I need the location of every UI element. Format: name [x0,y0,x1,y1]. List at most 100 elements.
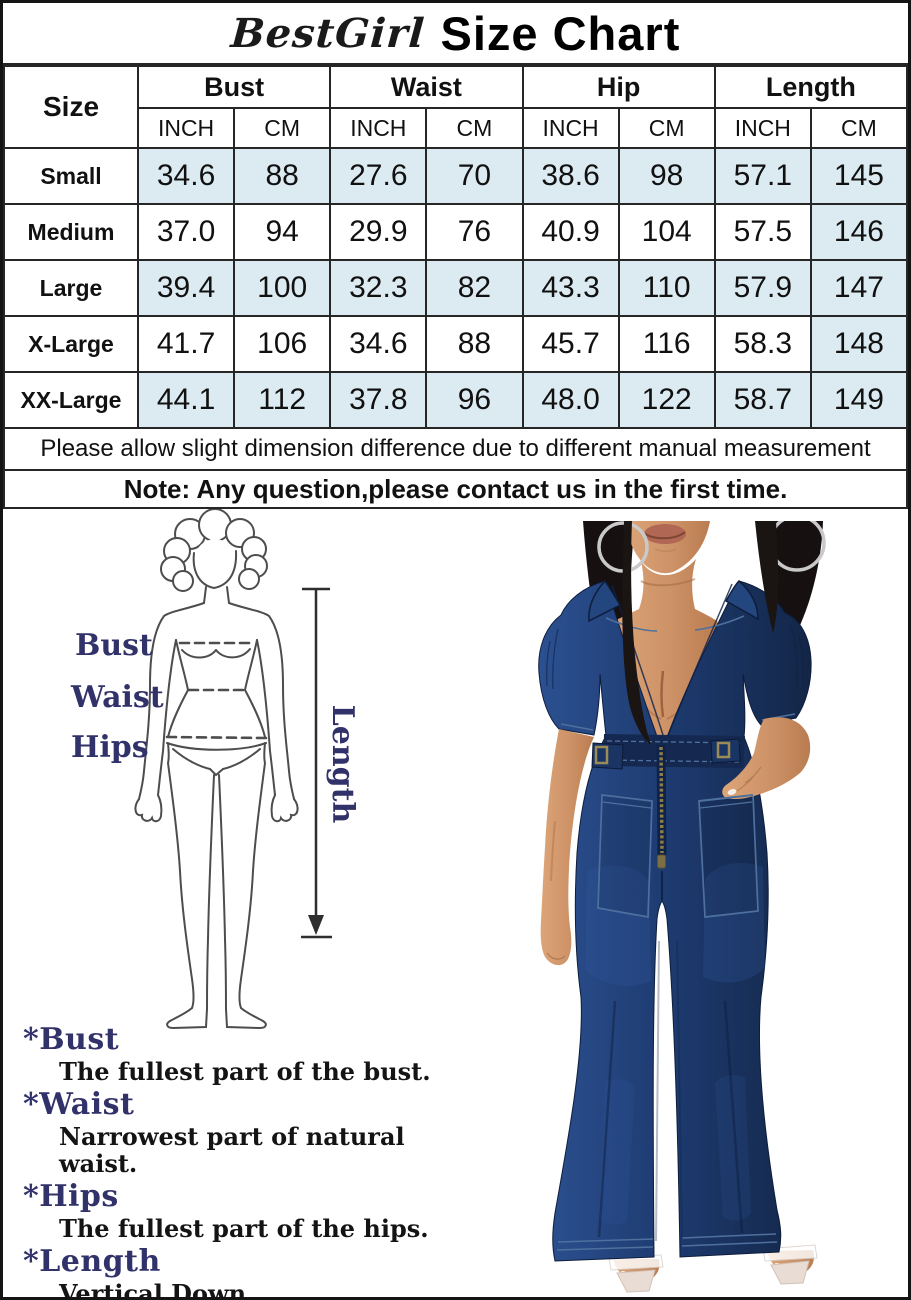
measure-definitions: *Bust The fullest part of the bust. *Wai… [23,1023,453,1300]
unit-header: INCH [521,107,620,149]
table-cell: 44.1 [136,371,236,429]
table-row-measurement-note: Please allow slight dimension difference… [3,427,908,471]
lips [644,524,686,544]
clear-heel-sandals [608,1244,818,1293]
waist-group-header: Waist [329,65,524,109]
table-cell: 57.1 [713,147,812,205]
model-photo-illustration [538,521,826,1293]
table-cell: 34.6 [329,315,428,373]
definition-desc: The fullest part of the bust. [59,1057,431,1086]
definition-term: *Waist [23,1087,135,1122]
table-cell: 41.7 [136,315,236,373]
model-right-arm [722,717,811,800]
unit-header: CM [233,107,332,149]
table-cell: 27.6 [329,147,428,205]
definition-term: *Bust [23,1022,120,1057]
table-cell: 88 [233,147,332,205]
table-cell: 37.8 [329,371,428,429]
diagram-label-waist: Waist [70,680,164,715]
table-row-small: Small 34.6 88 27.6 70 38.6 98 57.1 145 [3,147,908,205]
measurement-figure-illustration: Bust Waist Hips Length [70,509,360,1029]
table-row-xx-large: XX-Large 44.1 112 37.8 96 48.0 122 58.7 … [3,371,908,429]
zipper-pull [657,854,666,869]
unit-header: CM [617,107,716,149]
definition-item: *Waist Narrowest part of natural waist. [23,1088,453,1177]
table-cell: 57.5 [713,203,812,261]
model-photo-pane [455,509,908,1297]
table-cell: 82 [425,259,524,317]
title-bar: BestGirl Size Chart [3,3,908,65]
table-cell: 34.6 [136,147,236,205]
table-cell: 88 [425,315,524,373]
size-row-label: Large [3,259,139,317]
hair [755,521,779,633]
patch-pockets [597,794,759,919]
table-cell: 58.3 [713,315,812,373]
size-column-header: Size [3,65,139,149]
measurement-diagram-pane: Bust Waist Hips Length *Bust The fullest… [3,509,455,1297]
table-cell: 58.7 [713,371,812,429]
unit-header: CM [809,107,908,149]
size-row-label: X-Large [3,315,139,373]
definition-desc: The fullest part of the hips. [59,1214,429,1243]
measure-guide-section: Bust Waist Hips Length *Bust The fullest… [3,509,908,1297]
contact-note: Note: Any question,please contact us in … [3,469,908,509]
definition-desc: Vertical Down [59,1279,247,1300]
hair [622,521,651,745]
unit-header: INCH [329,107,428,149]
zipper [659,746,664,854]
table-cell: 39.4 [136,259,236,317]
brand-logo-text: BestGirl [228,9,427,57]
table-row-x-large: X-Large 41.7 106 34.6 88 45.7 116 58.3 1… [3,315,908,373]
table-cell: 149 [809,371,908,429]
unit-header: INCH [136,107,236,149]
table-cell: 98 [617,147,716,205]
table-cell: 96 [425,371,524,429]
measurement-note: Please allow slight dimension difference… [3,427,908,471]
table-cell: 122 [617,371,716,429]
collar [588,579,622,623]
table-cell: 43.3 [521,259,620,317]
definition-item: *Bust The fullest part of the bust. [23,1023,453,1085]
diagram-label-bust: Bust [75,628,153,663]
table-cell: 29.9 [329,203,428,261]
table-cell: 45.7 [521,315,620,373]
table-row-contact-note: Note: Any question,please contact us in … [3,469,908,509]
hip-group-header: Hip [521,65,716,109]
table-cell: 145 [809,147,908,205]
definition-term: *Hips [23,1179,119,1214]
table-row-large: Large 39.4 100 32.3 82 43.3 110 57.9 147 [3,259,908,317]
waist-belt [603,734,745,768]
model-left-arm [540,729,594,966]
table-row-medium: Medium 37.0 94 29.9 76 40.9 104 57.5 146 [3,203,908,261]
table-cell: 148 [809,315,908,373]
table-cell: 38.6 [521,147,620,205]
fingernail [727,788,737,796]
diagram-label-length: Length [325,705,360,824]
page-title: Size Chart [440,6,681,60]
table-cell: 104 [617,203,716,261]
size-table: Size Bust Waist Hip Length INCH CM INCH … [3,65,908,509]
table-cell: 147 [809,259,908,317]
length-arrow [301,587,332,939]
length-group-header: Length [713,65,908,109]
unit-header: INCH [713,107,812,149]
table-cell: 146 [809,203,908,261]
size-row-label: Small [3,147,139,205]
table-cell: 32.3 [329,259,428,317]
size-row-label: XX-Large [3,371,139,429]
table-cell: 48.0 [521,371,620,429]
table-cell: 70 [425,147,524,205]
collar [724,579,759,621]
table-cell: 112 [233,371,332,429]
bust-group-header: Bust [136,65,332,109]
definition-item: *Length Vertical Down [23,1245,453,1300]
table-cell: 57.9 [713,259,812,317]
table-cell: 110 [617,259,716,317]
table-cell: 94 [233,203,332,261]
table-cell: 37.0 [136,203,236,261]
table-cell: 76 [425,203,524,261]
table-cell: 40.9 [521,203,620,261]
definition-desc: Narrowest part of natural waist. [59,1122,405,1178]
